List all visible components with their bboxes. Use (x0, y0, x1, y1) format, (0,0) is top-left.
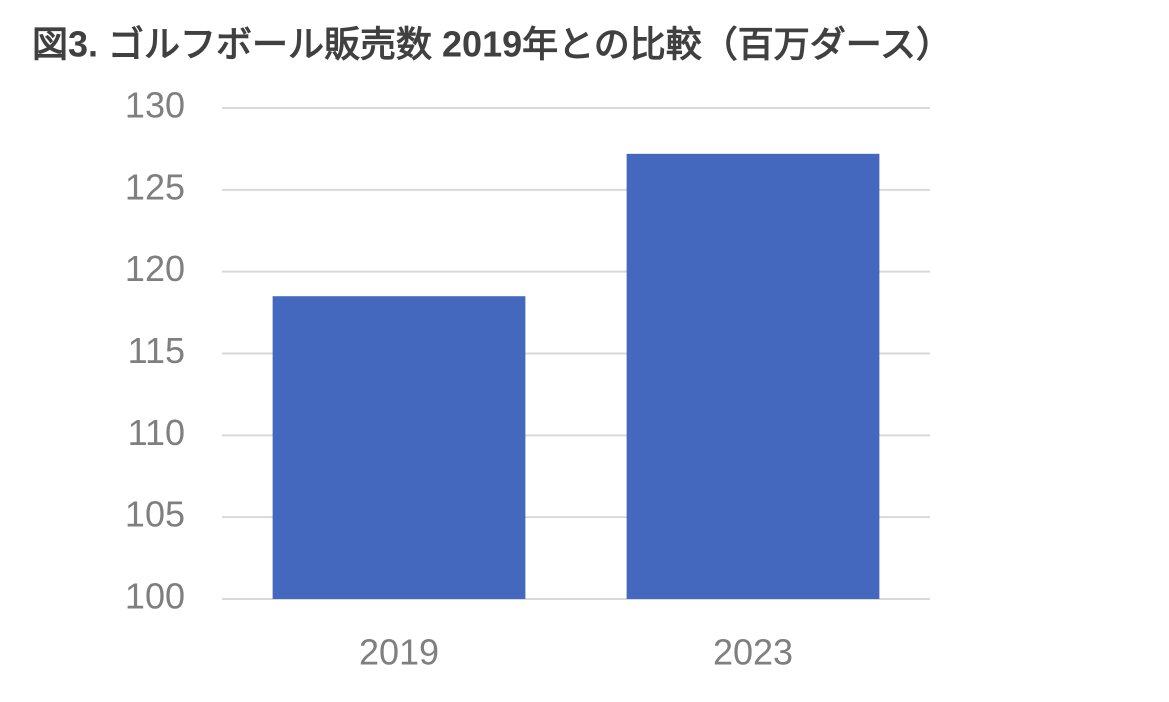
x-tick-label: 2019 (359, 632, 439, 673)
bar (626, 153, 880, 599)
y-tick-label: 100 (125, 576, 185, 617)
y-tick-label: 115 (128, 330, 185, 371)
y-tick-label: 130 (125, 85, 185, 126)
y-tick-label: 125 (125, 166, 185, 207)
x-tick-label: 2023 (713, 632, 793, 673)
y-tick-label: 105 (125, 494, 185, 535)
chart-title: 図3. ゴルフボール販売数 2019年との比較（百万ダース） (32, 24, 952, 65)
y-tick-label: 110 (128, 412, 185, 453)
bar (272, 296, 526, 599)
y-tick-label: 120 (125, 248, 185, 289)
